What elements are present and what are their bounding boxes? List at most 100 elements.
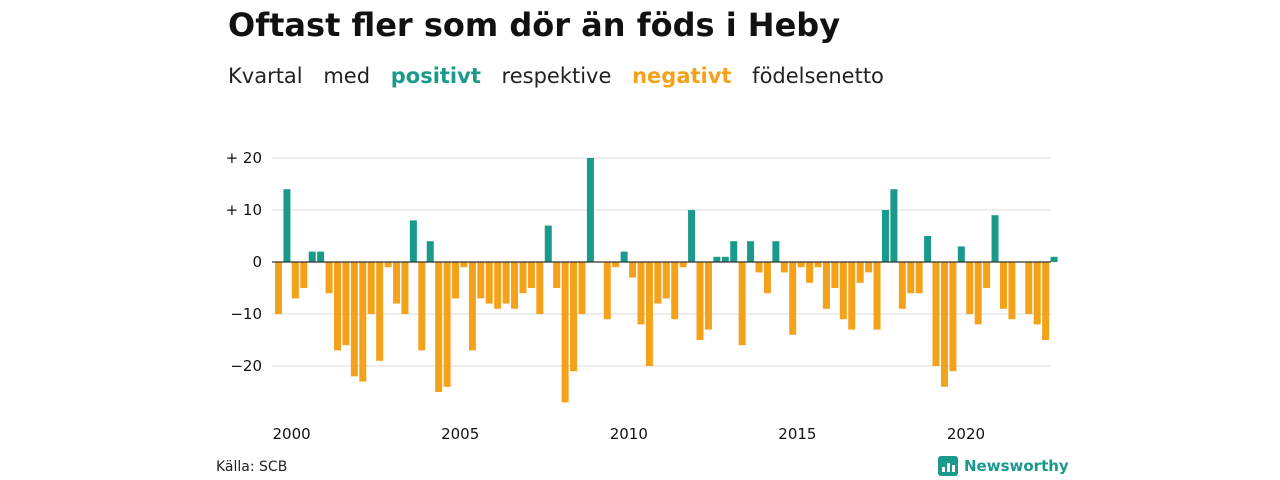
bar: [983, 262, 991, 288]
bar: [856, 262, 864, 283]
bar: [848, 262, 856, 330]
x-tick-label: 2005: [441, 425, 479, 443]
bar: [940, 262, 948, 387]
y-tick-label: + 10: [226, 201, 262, 219]
bar: [308, 251, 316, 262]
chart-subtitle: Kvartal med positivt respektive negativt…: [228, 64, 896, 88]
bar: [536, 262, 544, 314]
bar: [342, 262, 350, 346]
subtitle-word: födelsenetto: [752, 64, 884, 88]
bar: [1008, 262, 1016, 320]
bar: [881, 210, 889, 262]
brand: Newsworthy: [938, 456, 1069, 476]
bar: [393, 262, 401, 304]
bar: [620, 251, 628, 262]
bar: [519, 262, 527, 294]
bar: [949, 262, 957, 372]
bar: [418, 262, 426, 351]
bar: [924, 236, 932, 262]
chart-title: Oftast fler som dör än föds i Heby: [228, 6, 841, 44]
bar: [426, 241, 434, 262]
bar: [553, 262, 561, 288]
bar: [384, 262, 392, 268]
bar: [300, 262, 308, 288]
bar: [679, 262, 687, 268]
bar: [435, 262, 443, 392]
newsworthy-logo-icon: [938, 456, 958, 476]
bar: [772, 241, 780, 262]
x-tick-label: 2010: [610, 425, 648, 443]
bar: [443, 262, 451, 387]
x-tick-label: 2000: [273, 425, 311, 443]
subtitle-word: Kvartal: [228, 64, 303, 88]
y-tick-label: −20: [230, 357, 262, 375]
bar: [915, 262, 923, 294]
bar: [1042, 262, 1050, 340]
bar: [991, 215, 999, 262]
bar: [704, 262, 712, 330]
bar: [873, 262, 881, 330]
bar: [999, 262, 1007, 309]
bar: [275, 262, 282, 314]
bar: [317, 251, 325, 262]
x-tick-label: 2015: [778, 425, 816, 443]
bar: [283, 189, 291, 262]
bar: [570, 262, 578, 372]
bar: [654, 262, 662, 304]
bar: [401, 262, 409, 314]
x-tick-label: 2020: [947, 425, 985, 443]
bar: [730, 241, 738, 262]
subtitle-word: respektive: [501, 64, 612, 88]
bar: [907, 262, 915, 294]
bar: [561, 262, 569, 403]
bar: [755, 262, 763, 273]
bar: [688, 210, 696, 262]
source-note: Källa: SCB: [216, 459, 288, 475]
bar: [966, 262, 974, 314]
y-tick-label: −10: [230, 305, 262, 323]
bar: [468, 262, 476, 351]
bar: [452, 262, 460, 299]
bar: [780, 262, 788, 273]
bar: [839, 262, 847, 320]
bar: [898, 262, 906, 309]
bar: [671, 262, 679, 320]
bar: [822, 262, 830, 309]
bar: [612, 262, 620, 268]
bar: [629, 262, 637, 278]
bar: [637, 262, 645, 325]
bar: [409, 220, 417, 262]
bar: [747, 241, 755, 262]
subtitle-positive-label: positivt: [390, 64, 481, 88]
y-tick-label: 0: [252, 253, 262, 271]
bar: [603, 262, 611, 320]
bar: [494, 262, 502, 309]
bar: [738, 262, 746, 346]
bar: [485, 262, 493, 304]
bar: [376, 262, 384, 361]
bar: [460, 262, 468, 268]
bar: [359, 262, 367, 382]
bar: [578, 262, 586, 314]
bar: [1025, 262, 1033, 314]
bar: [527, 262, 535, 288]
bar: [645, 262, 653, 366]
bar: [1033, 262, 1041, 325]
bar: [831, 262, 839, 288]
bar: [586, 158, 594, 262]
bar: [291, 262, 299, 299]
bar: [890, 189, 898, 262]
bar: [502, 262, 510, 304]
bar: [477, 262, 485, 299]
bar: [713, 256, 721, 262]
bar: [696, 262, 704, 340]
bar: [721, 256, 729, 262]
brand-name: Newsworthy: [964, 457, 1069, 475]
bar: [797, 262, 805, 268]
bar: [334, 262, 342, 351]
bar: [544, 225, 552, 262]
bar: [511, 262, 519, 309]
bar: [932, 262, 940, 366]
subtitle-word: med: [323, 64, 371, 88]
